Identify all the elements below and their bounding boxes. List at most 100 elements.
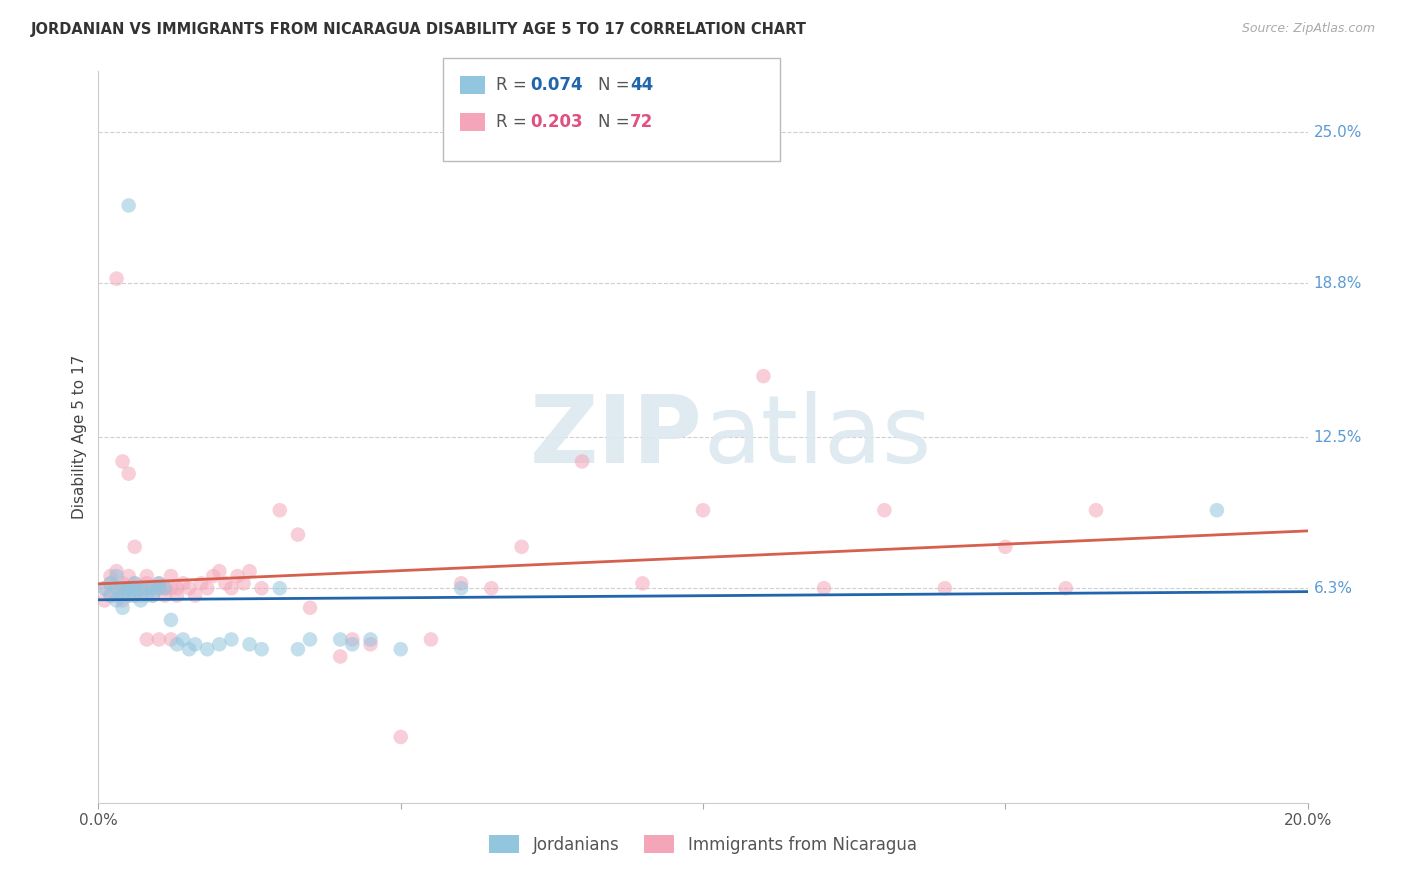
Point [420, 632, 443, 647]
Point [129, 581, 152, 595]
Point [299, 600, 322, 615]
Point [195, 642, 218, 657]
Point [93, 581, 115, 595]
Point [1054, 581, 1077, 595]
Point [269, 503, 291, 517]
Text: 0.203: 0.203 [530, 113, 582, 131]
Point [172, 576, 194, 591]
Point [172, 632, 194, 647]
Point [389, 730, 412, 744]
Point [135, 581, 157, 595]
Point [813, 581, 835, 595]
Point [100, 569, 122, 583]
Point [184, 589, 207, 603]
Point [239, 564, 262, 578]
Point [135, 569, 157, 583]
Text: 72: 72 [630, 113, 654, 131]
Point [142, 581, 165, 595]
Point [179, 642, 201, 657]
Point [142, 589, 165, 603]
Point [118, 198, 141, 212]
Point [692, 503, 714, 517]
Point [153, 581, 176, 595]
Point [124, 589, 146, 603]
Point [202, 569, 225, 583]
Point [118, 589, 141, 603]
Point [135, 576, 157, 591]
Point [481, 581, 503, 595]
Y-axis label: Disability Age 5 to 17: Disability Age 5 to 17 [72, 355, 87, 519]
Point [184, 637, 207, 651]
Point [118, 581, 141, 595]
Point [111, 454, 134, 468]
Point [105, 564, 128, 578]
Point [752, 369, 775, 384]
Text: JORDANIAN VS IMMIGRANTS FROM NICARAGUA DISABILITY AGE 5 TO 17 CORRELATION CHART: JORDANIAN VS IMMIGRANTS FROM NICARAGUA D… [31, 22, 807, 37]
Point [342, 637, 364, 651]
Point [166, 637, 188, 651]
Point [105, 569, 128, 583]
Text: N =: N = [598, 113, 634, 131]
Point [389, 642, 412, 657]
Point [105, 581, 128, 595]
Point [153, 589, 176, 603]
Point [631, 576, 654, 591]
Point [135, 589, 157, 603]
Text: atlas: atlas [703, 391, 931, 483]
Point [105, 271, 128, 285]
Text: 0.074: 0.074 [530, 76, 582, 94]
Point [142, 581, 165, 595]
Point [179, 581, 201, 595]
Text: 44: 44 [630, 76, 654, 94]
Point [299, 632, 322, 647]
Point [510, 540, 533, 554]
Point [166, 589, 188, 603]
Point [93, 593, 115, 607]
Point [450, 581, 472, 595]
Text: N =: N = [598, 76, 634, 94]
Point [450, 576, 472, 591]
Point [100, 576, 122, 591]
Point [160, 632, 183, 647]
Point [100, 589, 122, 603]
Point [93, 581, 115, 595]
Point [129, 589, 152, 603]
Point [135, 632, 157, 647]
Point [994, 540, 1017, 554]
Point [118, 589, 141, 603]
Point [148, 581, 170, 595]
Point [1085, 503, 1108, 517]
Text: 25.0%: 25.0% [1313, 125, 1362, 140]
Point [160, 581, 183, 595]
Point [124, 576, 146, 591]
Point [118, 581, 141, 595]
Point [111, 581, 134, 595]
Point [148, 581, 170, 595]
Point [160, 569, 183, 583]
Point [111, 589, 134, 603]
Point [329, 632, 352, 647]
Text: 12.5%: 12.5% [1313, 430, 1362, 444]
Point [221, 581, 243, 595]
Point [153, 581, 176, 595]
Point [111, 576, 134, 591]
Point [124, 589, 146, 603]
Point [934, 581, 956, 595]
Point [100, 576, 122, 591]
Point [571, 454, 593, 468]
Point [208, 564, 231, 578]
Point [105, 593, 128, 607]
Point [1206, 503, 1229, 517]
Point [190, 576, 212, 591]
Text: R =: R = [496, 76, 533, 94]
Point [160, 613, 183, 627]
Point [226, 569, 249, 583]
Point [239, 637, 262, 651]
Point [111, 600, 134, 615]
Point [232, 576, 254, 591]
Point [148, 576, 170, 591]
Text: 6.3%: 6.3% [1313, 581, 1353, 596]
Point [360, 632, 382, 647]
Point [124, 576, 146, 591]
Text: 18.8%: 18.8% [1313, 276, 1362, 291]
